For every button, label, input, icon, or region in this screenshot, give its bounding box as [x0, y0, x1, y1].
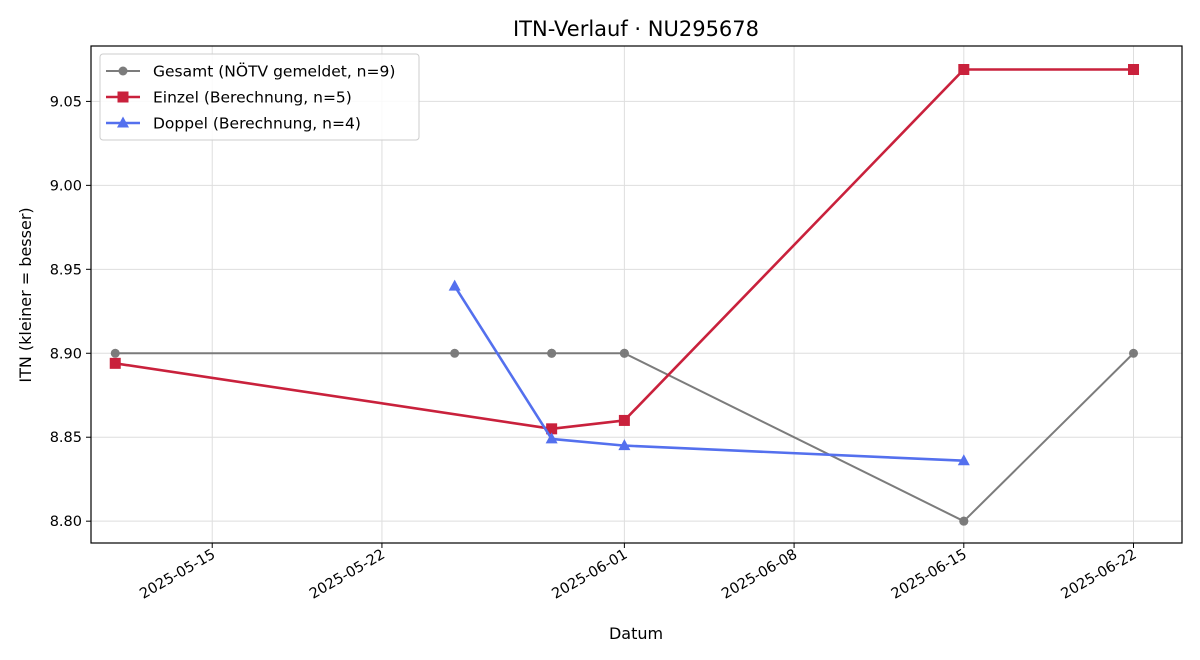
y-tick-label: 9.05	[50, 94, 82, 110]
x-tick-label: 2025-06-08	[719, 547, 800, 603]
legend-marker	[117, 91, 129, 103]
legend-label: Doppel (Berechnung, n=4)	[153, 115, 361, 133]
data-point-gesamt	[619, 348, 629, 358]
y-tick-label: 8.85	[50, 430, 82, 446]
data-point-doppel	[957, 454, 970, 466]
series-gesamt	[110, 348, 1139, 526]
y-tick-label: 8.90	[50, 346, 82, 362]
data-point-einzel	[546, 423, 558, 435]
series-line-doppel	[453, 285, 964, 463]
x-tick-label: 2025-06-15	[889, 547, 970, 603]
x-tick-label: 2025-05-22	[307, 547, 388, 603]
data-point-doppel	[545, 432, 558, 444]
series-layer	[109, 64, 1140, 526]
legend-label: Gesamt (NÖTV gemeldet, n=9)	[153, 62, 395, 81]
data-point-gesamt	[450, 348, 460, 358]
series-line-gesamt	[115, 352, 1135, 523]
y-axis-label: ITN (kleiner = besser)	[16, 207, 35, 382]
data-point-einzel	[958, 64, 970, 76]
series-einzel	[109, 64, 1140, 435]
x-tick-label: 2025-05-15	[137, 547, 218, 603]
legend: Gesamt (NÖTV gemeldet, n=9) Einzel (Berec…	[99, 53, 420, 141]
legend-item-gesamt	[106, 66, 140, 76]
data-point-doppel	[618, 439, 631, 451]
data-point-gesamt	[1129, 348, 1139, 358]
series-doppel	[448, 279, 970, 466]
data-point-einzel	[618, 414, 630, 426]
data-point-gesamt	[547, 348, 557, 358]
x-tick-label: 2025-06-01	[549, 547, 630, 603]
x-axis-label: Datum	[609, 624, 663, 643]
legend-item-einzel	[106, 91, 140, 103]
data-point-gesamt	[110, 348, 120, 358]
data-point-doppel	[448, 279, 461, 291]
y-tick-label: 9.00	[50, 178, 82, 194]
chart-title: ITN-Verlauf · NU295678	[513, 17, 759, 41]
y-tick-label: 8.95	[50, 262, 82, 278]
ticks: 2025-05-15 2025-05-22 2025-06-01 2025-06-08…	[50, 94, 1140, 602]
legend-box	[99, 53, 420, 141]
data-point-einzel	[109, 357, 121, 369]
legend-label: Einzel (Berechnung, n=5)	[153, 89, 352, 107]
legend-marker	[117, 116, 129, 128]
y-tick-label: 8.80	[50, 514, 82, 530]
data-point-einzel	[1128, 64, 1140, 76]
legend-item-doppel	[106, 116, 140, 128]
data-point-gesamt	[959, 516, 969, 526]
x-tick-label: 2025-06-22	[1059, 547, 1140, 603]
plot-frame	[90, 45, 1183, 544]
legend-marker	[118, 66, 128, 76]
